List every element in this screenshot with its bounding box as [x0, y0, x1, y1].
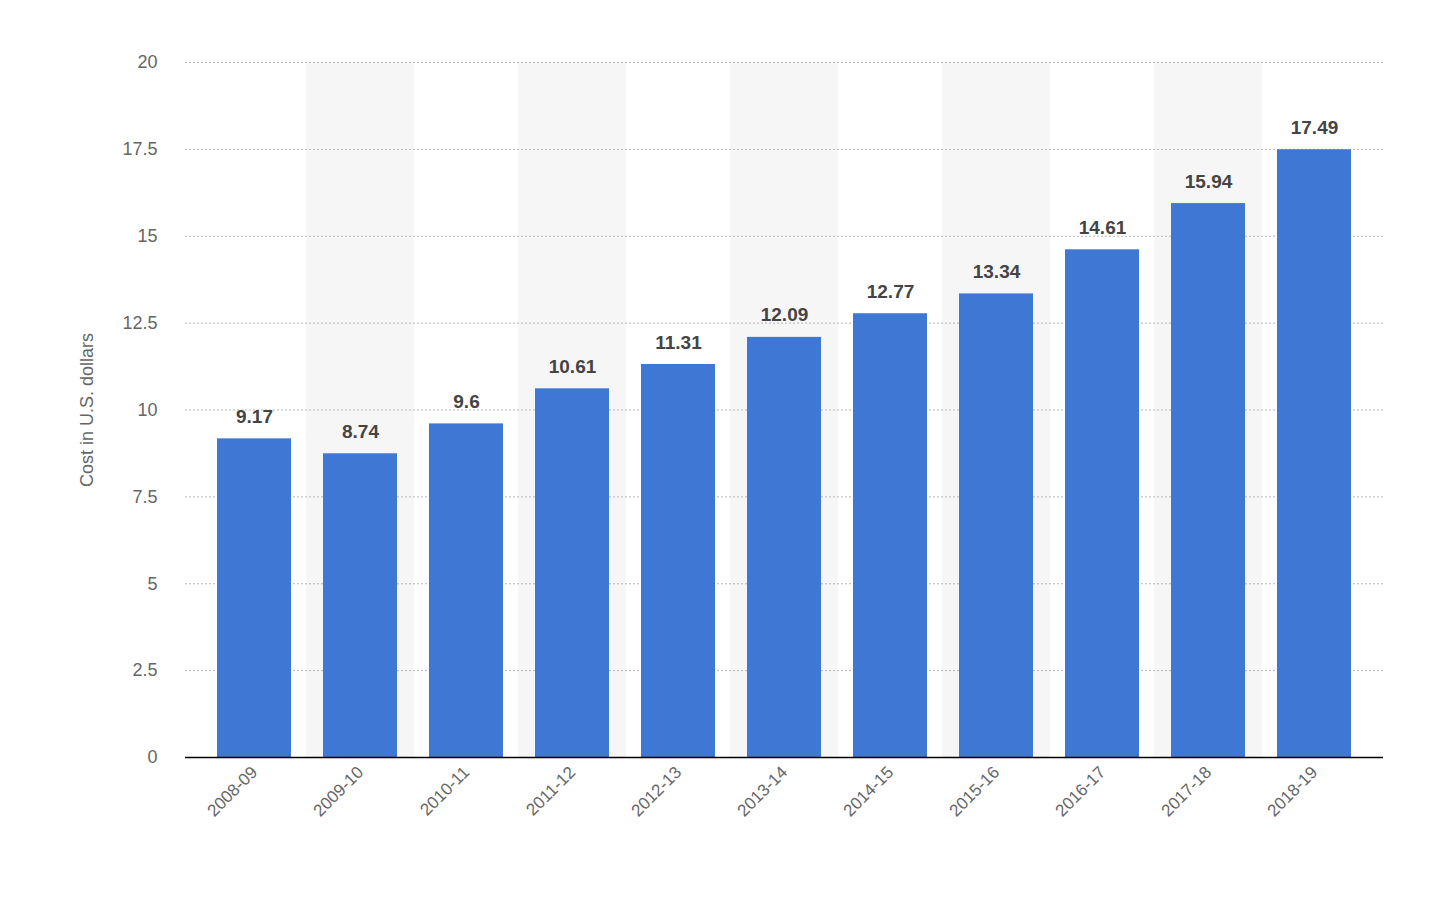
svg-text:2014-15: 2014-15	[840, 763, 898, 821]
svg-text:17.49: 17.49	[1291, 117, 1339, 138]
svg-text:17.5: 17.5	[122, 139, 157, 159]
svg-text:15: 15	[137, 226, 157, 246]
svg-text:12.5: 12.5	[122, 313, 157, 333]
svg-text:2016-17: 2016-17	[1052, 763, 1110, 821]
svg-text:0: 0	[147, 747, 157, 767]
svg-text:10.61: 10.61	[549, 356, 597, 377]
svg-text:7.5: 7.5	[132, 487, 157, 507]
svg-text:8.74: 8.74	[342, 421, 379, 442]
svg-text:2008-09: 2008-09	[204, 763, 262, 821]
svg-text:9.6: 9.6	[453, 391, 479, 412]
svg-text:2017-18: 2017-18	[1158, 763, 1216, 821]
svg-text:2.5: 2.5	[132, 660, 157, 680]
svg-text:10: 10	[137, 400, 157, 420]
svg-text:2018-19: 2018-19	[1264, 763, 1322, 821]
svg-text:2010-11: 2010-11	[417, 763, 474, 820]
svg-text:12.77: 12.77	[867, 281, 915, 302]
svg-text:2013-14: 2013-14	[734, 763, 792, 821]
svg-text:15.94: 15.94	[1185, 171, 1233, 192]
svg-text:Cost in U.S. dollars: Cost in U.S. dollars	[77, 333, 97, 487]
svg-text:12.09: 12.09	[761, 304, 809, 325]
svg-text:2011-12: 2011-12	[523, 763, 580, 820]
svg-text:2012-13: 2012-13	[628, 763, 686, 821]
svg-text:20: 20	[137, 52, 157, 72]
svg-text:2015-16: 2015-16	[946, 763, 1004, 821]
svg-text:9.17: 9.17	[236, 406, 273, 427]
svg-text:5: 5	[147, 574, 157, 594]
svg-text:13.34: 13.34	[973, 261, 1021, 282]
svg-text:2009-10: 2009-10	[310, 763, 368, 821]
svg-text:14.61: 14.61	[1079, 217, 1127, 238]
svg-text:11.31: 11.31	[655, 332, 702, 353]
